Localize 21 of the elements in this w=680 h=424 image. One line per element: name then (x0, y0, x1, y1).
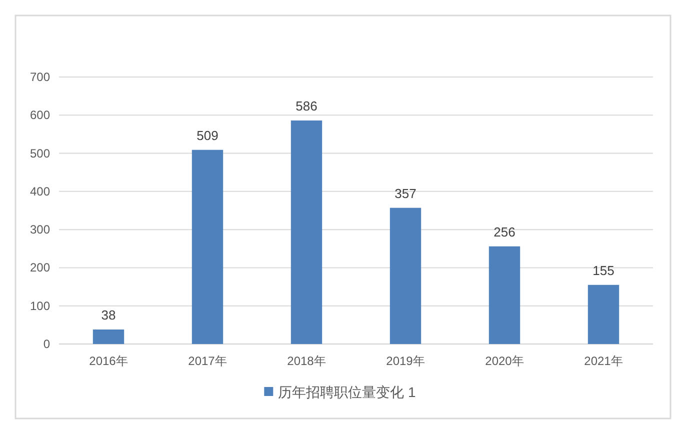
y-tick-label: 300 (30, 222, 50, 237)
y-tick-label: 0 (43, 337, 50, 351)
data-label: 256 (494, 224, 516, 240)
x-tick-label: 2020年 (485, 354, 524, 368)
data-label: 586 (296, 98, 318, 114)
y-tick-label: 200 (30, 260, 50, 275)
x-tick-label: 2016年 (89, 354, 128, 368)
x-tick-label: 2021年 (584, 354, 623, 368)
x-tick-label: 2019年 (386, 354, 425, 368)
data-label: 357 (394, 186, 416, 201)
data-label: 38 (101, 308, 116, 322)
y-tick-label: 500 (30, 146, 50, 160)
data-label: 509 (196, 128, 218, 143)
data-label: 155 (592, 262, 614, 278)
y-tick-label: 600 (30, 108, 50, 122)
y-tick-label: 400 (30, 184, 50, 198)
y-tick-label: 700 (30, 70, 50, 84)
x-tick-label: 2018年 (287, 354, 326, 368)
x-tick-label: 2017年 (188, 354, 227, 368)
y-tick-label: 100 (30, 298, 50, 313)
legend-label: 历年招聘职位量变化 1 (278, 384, 416, 400)
